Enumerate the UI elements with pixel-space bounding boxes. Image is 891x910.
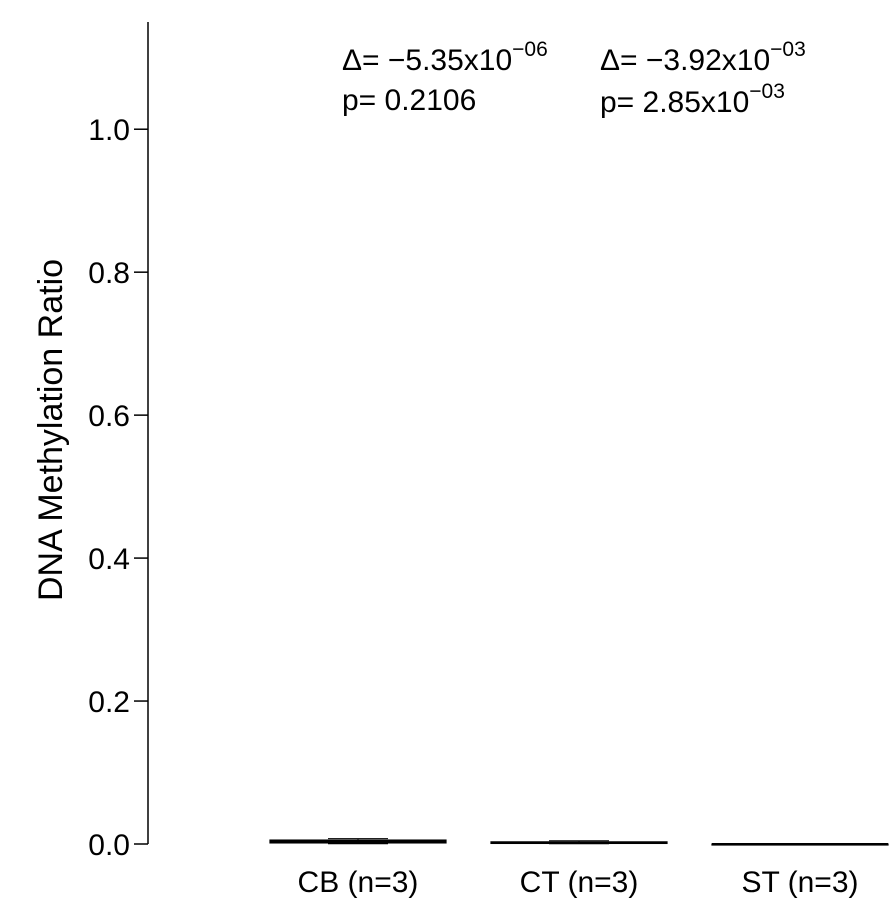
box-0 (269, 838, 447, 845)
x-tick-label: ST (n=3) (742, 866, 859, 899)
p-value-text: p= 2.85x10−03 (600, 80, 785, 119)
annotation-0: Δ= −5.35x10−06 p= 0.2106 (342, 38, 548, 117)
y-tick-label: 1.0 (88, 114, 130, 147)
x-tick-label: CB (n=3) (298, 866, 419, 899)
box-2 (711, 843, 889, 846)
y-tick-label: 0.2 (88, 686, 130, 719)
y-tick-label: 0.4 (88, 543, 130, 576)
box-1 (490, 840, 668, 845)
y-tick-label: 0.0 (88, 829, 130, 862)
y-axis-label: DNA Methylation Ratio (32, 259, 70, 601)
x-tick-label: CT (n=3) (520, 866, 639, 899)
p-value-text: p= 0.2106 (342, 84, 476, 117)
annotations: Δ= −5.35x10−06 p= 0.2106 Δ= −3.92x10−03p= … (342, 38, 806, 119)
delta-text: Δ= −5.35x10−06 (342, 38, 548, 77)
annotation-1: Δ= −3.92x10−03p= 2.85x10−03 (600, 38, 806, 119)
y-tick-label: 0.8 (88, 257, 130, 290)
y-tick-label: 0.6 (88, 400, 130, 433)
x-axis-labels: CB (n=3) CT (n=3) ST (n=3) (298, 866, 859, 899)
box-series (269, 838, 889, 846)
delta-text: Δ= −3.92x10−03 (600, 38, 806, 77)
y-axis: 0.0 0.2 0.4 0.6 0.8 1.0 (88, 22, 149, 862)
